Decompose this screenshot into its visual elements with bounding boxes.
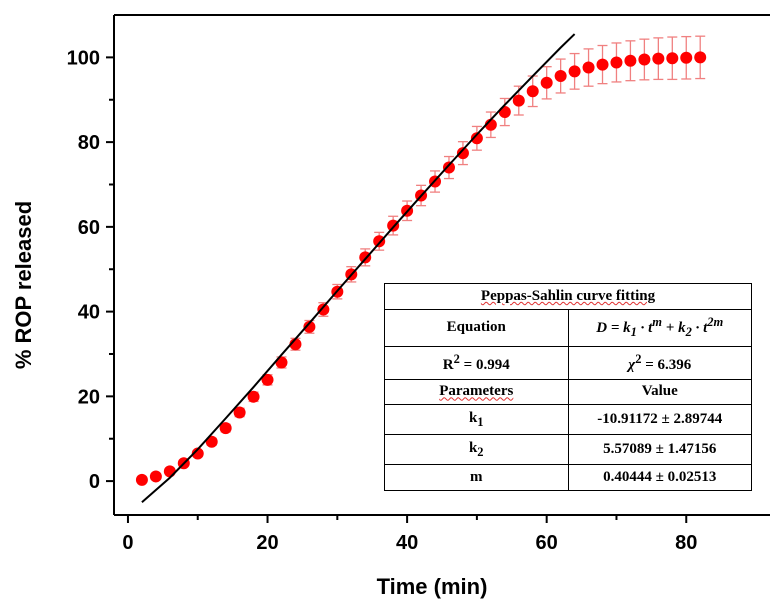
y-axis-title: % ROP released (11, 201, 36, 369)
data-point (680, 51, 693, 64)
param-k1-value: -10.91172 ± 2.89744 (567, 404, 752, 436)
x-axis-title: Time (min) (377, 574, 488, 599)
param-m-value: 0.40444 ± 0.02513 (567, 464, 752, 491)
y-tick-label: 100 (67, 47, 100, 69)
data-point (233, 406, 246, 419)
table-row: Parameters Value (384, 378, 752, 406)
table-row: k1 -10.91172 ± 2.89744 (384, 404, 752, 436)
x-axis-ticks: 0 20 40 60 80 (122, 515, 697, 554)
param-k1: k1 (384, 404, 569, 436)
param-k2-value: 5.57089 ± 1.47156 (567, 434, 752, 466)
data-point (540, 76, 553, 89)
data-point (694, 51, 707, 64)
x-tick-label: 40 (396, 532, 418, 554)
data-point (317, 303, 330, 316)
table-row: m 0.40444 ± 0.02513 (384, 464, 752, 491)
data-point (470, 132, 483, 145)
y-tick-label: 80 (78, 132, 100, 154)
data-point (512, 94, 525, 107)
fit-parameters-table: Peppas-Sahlin curve fitting Equation D =… (384, 283, 752, 491)
table-row: k2 5.57089 ± 1.47156 (384, 434, 752, 466)
data-point (219, 422, 232, 435)
equation-value: D = k1 · tm + k2 · t2m (567, 308, 752, 347)
r-squared-cell: R2 = 0.994 (384, 345, 569, 380)
table-title: Peppas-Sahlin curve fitting (384, 283, 752, 310)
parameters-header: Parameters (384, 378, 569, 406)
data-point (442, 161, 455, 174)
x-tick-label: 0 (122, 532, 133, 554)
data-point (149, 470, 162, 483)
axes (113, 14, 770, 516)
data-point (498, 106, 511, 119)
x-tick-label: 60 (536, 532, 558, 554)
data-point (135, 473, 148, 486)
fit-curve (141, 33, 576, 504)
data-point (303, 320, 316, 333)
y-tick-label: 20 (78, 386, 100, 408)
y-tick-label: 40 (78, 302, 100, 324)
data-point (596, 58, 609, 71)
data-point (191, 447, 204, 460)
table-title-row: Peppas-Sahlin curve fitting (384, 283, 752, 310)
data-point (624, 54, 637, 67)
table-row: R2 = 0.994 χ2 = 6.396 (384, 345, 752, 380)
data-points (135, 51, 707, 486)
data-point (582, 61, 595, 74)
data-point (568, 65, 581, 78)
data-point (666, 52, 679, 65)
data-point (652, 52, 665, 65)
table-row: Equation D = k1 · tm + k2 · t2m (384, 308, 752, 347)
data-point (163, 465, 176, 478)
data-point (456, 147, 469, 160)
data-point (638, 53, 651, 66)
data-point (610, 56, 623, 69)
param-m: m (384, 464, 569, 491)
x-tick-label: 80 (675, 532, 697, 554)
equation-label: Equation (384, 308, 569, 347)
value-header: Value (567, 378, 752, 406)
param-k2: k2 (384, 434, 569, 466)
y-tick-label: 60 (78, 217, 100, 239)
data-point (205, 435, 218, 448)
x-tick-label: 20 (256, 532, 278, 554)
y-axis-ticks: 0 20 40 60 80 100 (67, 47, 114, 493)
data-point (526, 85, 539, 98)
data-point (261, 373, 274, 386)
data-point (247, 390, 260, 403)
data-point (554, 70, 567, 83)
chi-squared-cell: χ2 = 6.396 (567, 345, 752, 380)
y-tick-label: 0 (89, 471, 100, 493)
